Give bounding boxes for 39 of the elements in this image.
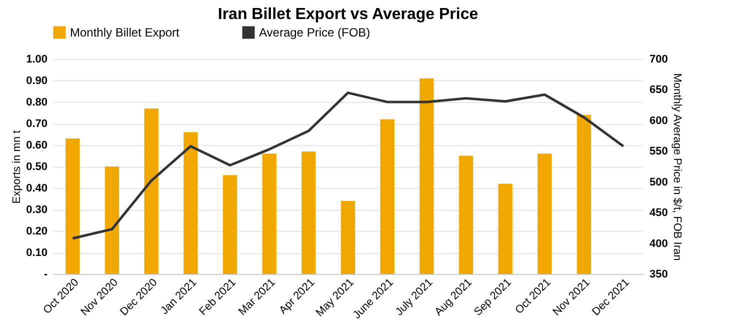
bar	[498, 184, 512, 274]
bar	[104, 166, 120, 274]
y-tick-label: 1.00	[26, 54, 48, 66]
y2-tick-label: 550	[650, 146, 668, 158]
bar	[420, 78, 434, 274]
bar	[222, 175, 238, 274]
bar	[538, 154, 552, 274]
bar	[380, 119, 394, 274]
y2-tick-label: 650	[650, 84, 668, 96]
bar	[340, 200, 356, 274]
y-tick-label: -	[44, 268, 48, 280]
bar	[458, 156, 474, 274]
y-tick-label: 0.90	[26, 75, 48, 87]
y2-tick-label: 350	[650, 268, 668, 280]
y-tick-label: 0.50	[26, 161, 48, 173]
bar	[184, 132, 198, 274]
y-tick-label: 0.30	[26, 204, 48, 216]
bar	[262, 154, 276, 274]
y2-tick-label: 700	[650, 54, 668, 66]
chart-title: Iran Billet Export vs Average Price	[218, 6, 478, 23]
y2-axis-title: Monthly Average Price in $/t, FOB Iran	[670, 73, 683, 261]
y2-tick-label: 500	[650, 176, 668, 188]
y2-tick-label: 600	[650, 114, 668, 127]
legend-label: Average Price (FOB)	[259, 26, 370, 40]
bar	[302, 151, 316, 274]
y-tick-label: 0.70	[26, 118, 48, 130]
y-tick-label: 0.10	[26, 247, 48, 259]
line-series	[71, 92, 625, 240]
bar	[576, 114, 592, 274]
y2-tick-label: 400	[650, 238, 668, 250]
y-tick-label: 0.40	[26, 182, 48, 194]
bar	[66, 138, 80, 274]
bar	[144, 108, 158, 274]
y-tick-label: 0.20	[26, 226, 48, 238]
y2-tick-label: 450	[650, 207, 668, 220]
y-axis-title: Exports in mn t	[11, 130, 24, 204]
legend-label: Monthly Billet Export	[70, 26, 180, 40]
y-tick-label: 0.60	[26, 140, 48, 152]
y-tick-label: 0.80	[26, 96, 48, 108]
